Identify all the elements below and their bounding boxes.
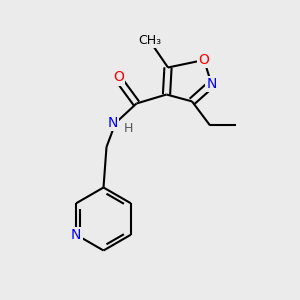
Text: CH₃: CH₃ bbox=[138, 34, 162, 47]
Text: O: O bbox=[199, 53, 209, 67]
Text: H: H bbox=[123, 122, 133, 135]
Text: N: N bbox=[206, 77, 217, 91]
Text: O: O bbox=[113, 70, 124, 84]
Text: N: N bbox=[108, 116, 118, 130]
Text: N: N bbox=[71, 228, 81, 242]
